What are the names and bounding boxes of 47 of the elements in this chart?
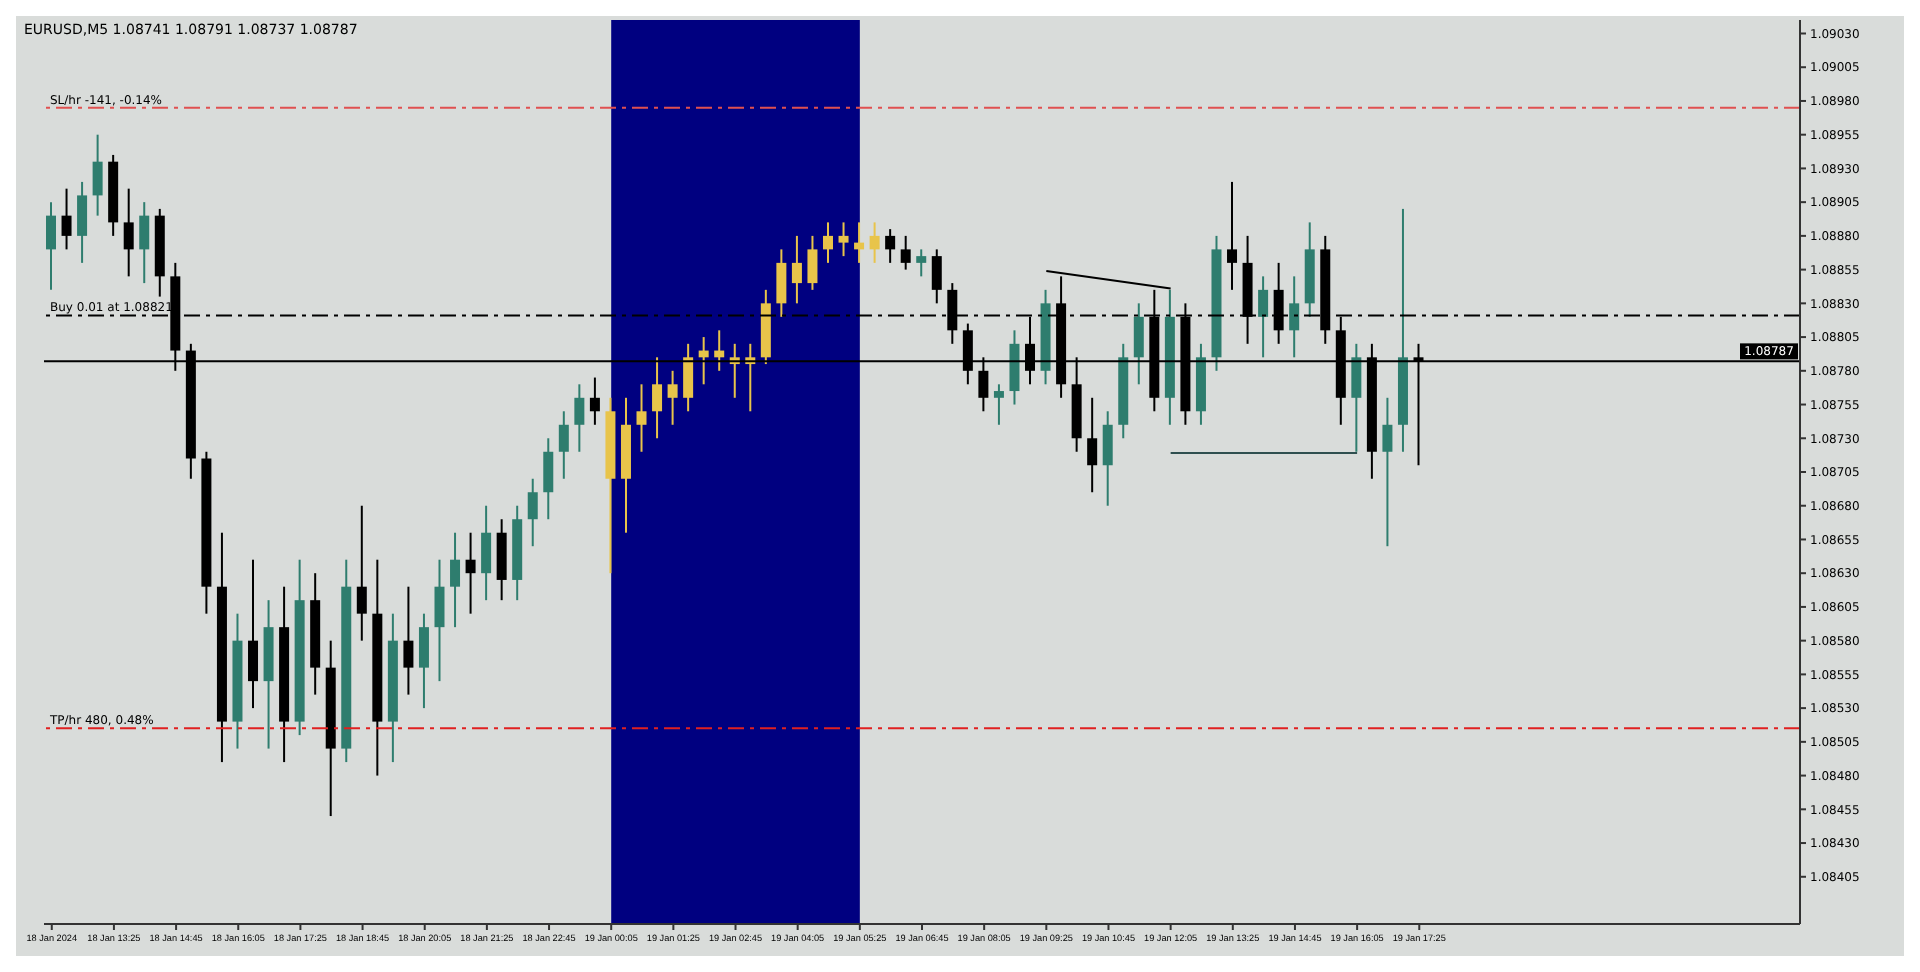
candlestick <box>92 133 103 217</box>
candlestick <box>1087 396 1098 494</box>
candlestick <box>434 558 445 683</box>
candlestick <box>993 383 1004 426</box>
candlestick <box>248 558 259 710</box>
candlestick <box>667 369 678 426</box>
candlestick <box>854 221 865 264</box>
candlestick <box>838 221 849 258</box>
candlestick <box>885 228 896 264</box>
candlestick <box>465 531 476 615</box>
candlestick <box>931 248 942 305</box>
candlestick <box>916 248 927 278</box>
candlestick <box>791 234 802 305</box>
candlestick <box>1289 275 1300 359</box>
candlestick <box>652 356 663 440</box>
candlestick <box>776 248 787 318</box>
candlestick <box>574 383 585 453</box>
candlestick <box>527 477 538 548</box>
candlestick <box>869 221 880 264</box>
candlestick <box>822 221 833 264</box>
candlestick <box>698 336 709 386</box>
candlestick <box>807 234 818 291</box>
candlestick <box>139 201 150 285</box>
candlestick <box>1258 275 1269 359</box>
candlestick <box>481 504 492 602</box>
candlestick <box>900 234 911 271</box>
candlestick <box>1133 302 1144 386</box>
candlestick <box>403 585 414 696</box>
candlestick <box>636 383 647 453</box>
candlestick <box>123 187 134 278</box>
candlestick <box>61 187 72 251</box>
candlestick <box>46 201 56 291</box>
candlestick <box>1009 329 1020 406</box>
candlestick <box>418 612 429 710</box>
candlestick <box>543 437 554 521</box>
candlestick <box>1382 396 1393 548</box>
candlestick <box>714 329 725 372</box>
candlestick <box>558 410 569 480</box>
candlestick <box>589 376 600 426</box>
candlestick <box>683 342 694 413</box>
candlestick <box>450 531 461 629</box>
candlestick <box>1227 180 1238 291</box>
candlestick <box>356 504 367 642</box>
candlestick <box>1351 342 1362 453</box>
candlestick <box>1102 410 1113 507</box>
candlestick <box>496 518 507 602</box>
candlestick <box>77 180 88 264</box>
